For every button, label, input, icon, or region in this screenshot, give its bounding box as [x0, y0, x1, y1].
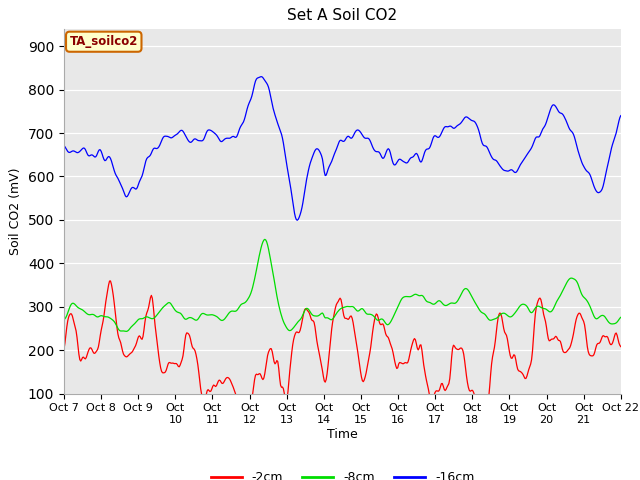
-8cm — [159, 304, 167, 310]
-16cm — [204, 128, 211, 134]
-2cm — [204, 387, 212, 393]
-2cm — [390, 355, 398, 360]
-2cm — [107, 278, 115, 284]
-16cm — [481, 143, 489, 149]
-2cm — [617, 344, 625, 349]
X-axis label: Time: Time — [327, 428, 358, 441]
-16cm — [294, 217, 301, 223]
Line: -16cm: -16cm — [64, 77, 621, 220]
Title: Set A Soil CO2: Set A Soil CO2 — [287, 9, 397, 24]
-16cm — [434, 134, 442, 140]
-16cm — [159, 136, 166, 142]
-16cm — [314, 146, 322, 152]
-16cm — [60, 143, 68, 149]
Y-axis label: Soil CO2 (mV): Soil CO2 (mV) — [10, 168, 22, 255]
-2cm — [481, 401, 489, 407]
-8cm — [122, 328, 130, 334]
-8cm — [434, 299, 442, 304]
-8cm — [481, 312, 489, 317]
Line: -2cm: -2cm — [64, 281, 621, 423]
-16cm — [257, 74, 265, 80]
-8cm — [261, 237, 269, 242]
Legend: -2cm, -8cm, -16cm: -2cm, -8cm, -16cm — [205, 467, 479, 480]
Text: TA_soilco2: TA_soilco2 — [70, 35, 138, 48]
-2cm — [159, 370, 167, 376]
-2cm — [314, 343, 322, 349]
Line: -8cm: -8cm — [64, 240, 621, 331]
-2cm — [60, 347, 68, 352]
-8cm — [314, 313, 322, 319]
-8cm — [204, 312, 212, 318]
-16cm — [617, 113, 625, 119]
-2cm — [434, 388, 442, 394]
-8cm — [390, 312, 398, 318]
-2cm — [243, 420, 250, 426]
-8cm — [60, 317, 68, 323]
-8cm — [617, 314, 625, 320]
-16cm — [390, 162, 398, 168]
